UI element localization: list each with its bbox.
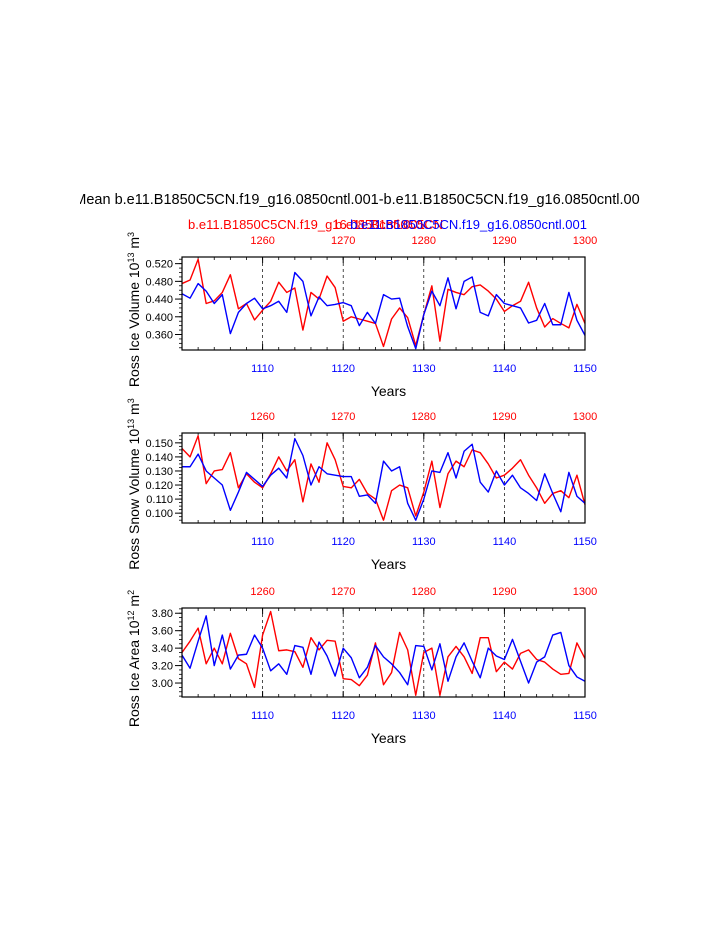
y-tick-label: 0.400: [145, 312, 173, 324]
y-tick-label: 0.440: [145, 294, 173, 306]
series-line-red: [181, 258, 586, 348]
y-tick-label: 0.110: [146, 494, 173, 506]
y-axis-title: Ross Snow Volume 1013 m3: [126, 398, 142, 569]
top-x-tick-label: 1290: [492, 586, 516, 598]
bottom-x-tick-label: 1150: [573, 363, 597, 375]
y-axis-title-text: Ross Snow Volume 10: [126, 429, 142, 570]
top-x-tick-label: 1280: [412, 411, 436, 423]
y-axis-title-exponent: 2: [126, 590, 136, 595]
y-tick-label: 3.60: [152, 626, 173, 638]
bottom-x-tick-label: 1150: [573, 536, 597, 548]
subtitle-mid: b.e11.B1850C5CN: [335, 217, 443, 232]
top-x-tick-label: 1270: [331, 411, 355, 423]
bottom-x-tick-label: 1140: [493, 536, 517, 548]
y-axis-title-text: Ross Ice Volume 10: [126, 262, 142, 387]
y-axis-title-text: Ross Ice Area 10: [126, 620, 142, 727]
y-axis-title-text: m: [126, 595, 142, 611]
bottom-x-tick-label: 1130: [412, 536, 436, 548]
chart-panel-2: 1110 1120 1130 1140 1150 1260 1270 1280 1290 1300…: [126, 398, 597, 572]
y-axis-title-text: m: [126, 237, 142, 253]
top-x-tick-label: 1270: [331, 586, 355, 598]
y-tick-label: 0.480: [145, 276, 173, 288]
series-line-blue: [181, 615, 586, 686]
bottom-x-tick-label: 1110: [251, 363, 274, 375]
figure-title: Mean b.e11.B1850C5CN.f19_g16.0850cntl.00…: [74, 192, 647, 208]
y-axis-title-exponent: 13: [126, 253, 136, 263]
y-axis-title-exponent: 12: [126, 610, 136, 620]
top-x-tick-label: 1300: [573, 586, 597, 598]
bottom-x-tick-label: 1120: [331, 536, 355, 548]
y-axis-title-exponent: 3: [126, 398, 136, 403]
series-line-blue: [182, 437, 586, 521]
top-x-tick-label: 1300: [573, 235, 597, 247]
top-x-tick-label: 1280: [412, 235, 436, 247]
y-tick-label: 0.140: [145, 452, 173, 464]
y-axis-title-exponent: 3: [126, 232, 136, 237]
bottom-x-tick-label: 1150: [573, 710, 597, 722]
top-x-tick-label: 1280: [412, 586, 436, 598]
plot-frame: [181, 607, 586, 698]
x-axis-title: Years: [371, 383, 406, 399]
plot-frame: [181, 432, 586, 524]
top-x-tick-label: 1260: [250, 411, 274, 423]
top-x-tick-label: 1270: [331, 235, 355, 247]
bottom-x-tick-label: 1140: [493, 363, 517, 375]
bottom-x-tick-label: 1130: [412, 363, 436, 375]
chart-panel-3: 1110 1120 1130 1140 1150 1260 1270 1280 1290 1300…: [126, 586, 597, 746]
y-tick-label: 0.130: [145, 466, 173, 478]
y-tick-label: 0.520: [145, 259, 173, 271]
y-tick-label: 0.360: [145, 330, 173, 342]
top-x-tick-label: 1260: [250, 235, 274, 247]
top-x-tick-label: 1290: [492, 235, 516, 247]
bottom-x-tick-label: 1140: [493, 710, 517, 722]
y-tick-label: 0.120: [145, 480, 173, 492]
series-line-red: [181, 435, 586, 521]
top-x-tick-label: 1260: [250, 586, 274, 598]
x-axis-title: Years: [371, 556, 406, 572]
top-x-tick-label: 1300: [573, 411, 597, 423]
y-axis-title: Ross Ice Volume 1013 m3: [126, 232, 142, 387]
y-tick-label: 3.20: [152, 661, 173, 673]
y-tick-label: 3.40: [152, 643, 173, 655]
subtitle-right: b.e11.B1850C5CN.f19_g16.0850cntl.001: [350, 217, 587, 232]
y-tick-label: 0.150: [145, 438, 173, 450]
y-axis-title: Ross Ice Area 1012 m2: [126, 590, 142, 727]
x-axis-title: Years: [371, 730, 406, 746]
bottom-x-tick-label: 1110: [251, 710, 274, 722]
y-axis-title-text: m: [126, 403, 142, 419]
y-axis-title-exponent: 13: [126, 419, 136, 429]
bottom-x-tick-label: 1130: [412, 710, 436, 722]
bottom-x-tick-label: 1110: [251, 536, 274, 548]
chart-panel-1: 1110 1120 1130 1140 1150 1260 1270 1280 1290 1300…: [126, 232, 597, 399]
bottom-x-tick-label: 1120: [331, 710, 355, 722]
plot-frame: [181, 256, 586, 351]
subtitle-left: b.e11.B1850C5CN.f19_g16.0850cntl.001: [188, 217, 425, 232]
y-tick-label: 0.100: [145, 508, 173, 520]
y-tick-label: 3.80: [152, 608, 173, 620]
top-x-tick-label: 1290: [492, 411, 516, 423]
bottom-x-tick-label: 1120: [331, 363, 355, 375]
y-tick-label: 3.00: [152, 678, 173, 690]
series-line-blue: [181, 271, 586, 350]
series-line-red: [181, 610, 586, 696]
